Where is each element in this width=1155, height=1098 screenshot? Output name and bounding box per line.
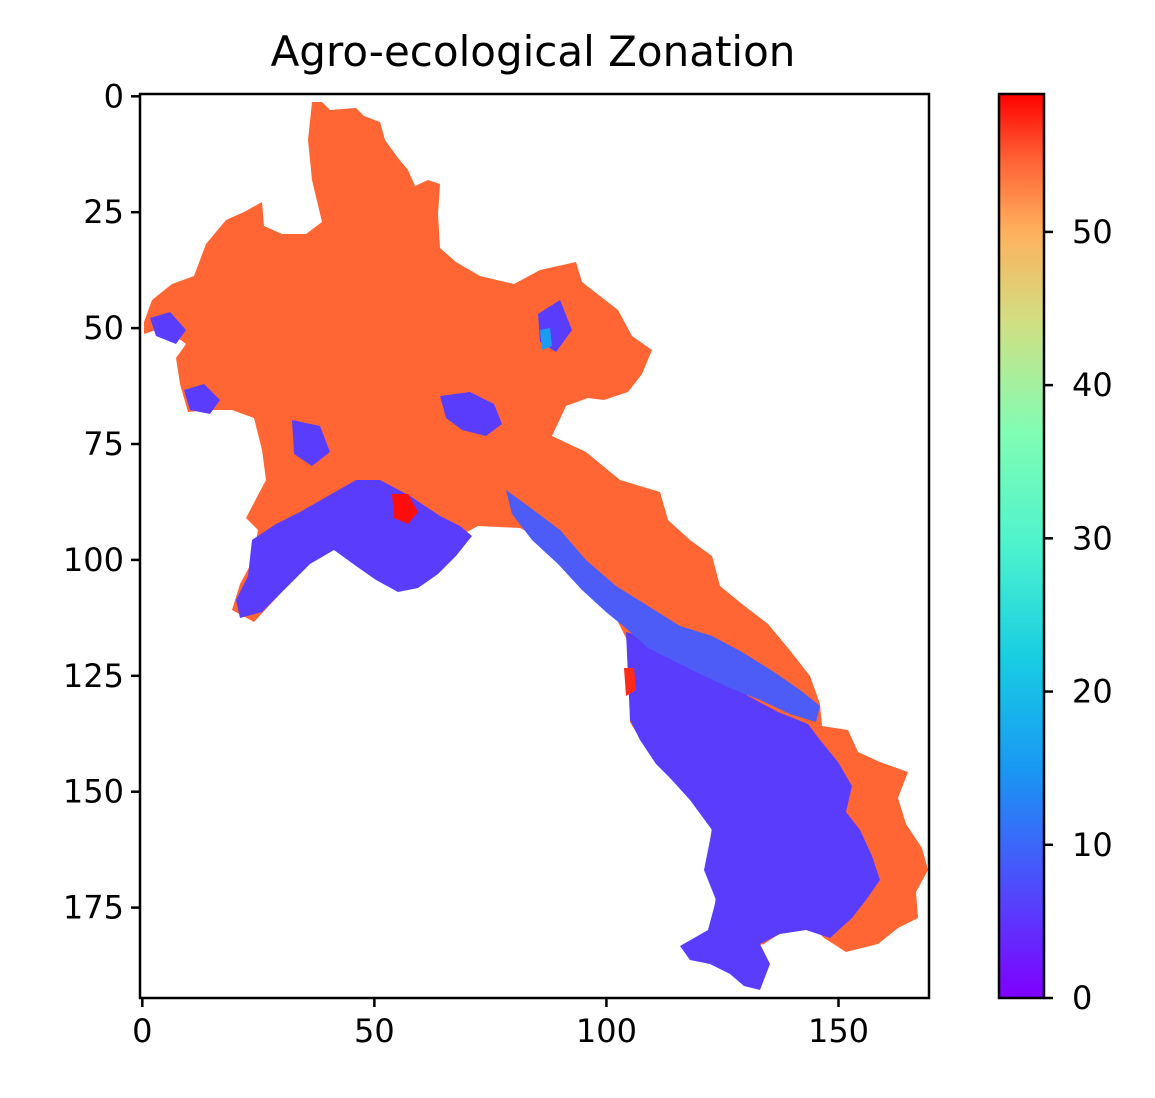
x-tick-label: 0	[132, 1012, 152, 1050]
colorbar-tick-label: 40	[1072, 366, 1113, 404]
y-tick-label: 150	[63, 773, 124, 811]
x-tick-label: 50	[354, 1012, 395, 1050]
x-tick-label: 100	[576, 1012, 637, 1050]
colorbar-tick-label: 50	[1072, 213, 1113, 251]
zone-patch-west	[184, 384, 220, 414]
x-axis: 0 50 100 150	[132, 998, 869, 1050]
zone-patch-northwest	[150, 312, 186, 344]
colorbar	[997, 92, 1046, 1000]
colorbar-tick-label: 0	[1072, 979, 1092, 1017]
y-axis: 0 25 50 75 100 125 150 175	[63, 77, 140, 927]
y-tick-label: 75	[83, 425, 124, 463]
zone-max-hotspot	[392, 494, 418, 524]
colorbar-axis: 0 10 20 30 40 50	[1044, 213, 1113, 1017]
y-tick-label: 175	[63, 889, 124, 927]
colorbar-tick-label: 10	[1072, 826, 1113, 864]
zone-lowland-south	[626, 632, 880, 990]
zone-patch-north-2	[292, 420, 330, 466]
zone-river-corridor	[506, 490, 820, 722]
plot-frame	[138, 92, 931, 1000]
zone-teal-patch	[540, 328, 552, 350]
zone-patch-north-1	[440, 392, 502, 436]
colorbar-tick-label: 20	[1072, 673, 1113, 711]
y-tick-label: 25	[83, 193, 124, 231]
colorbar-tick-label: 30	[1072, 519, 1113, 557]
y-tick-label: 100	[63, 541, 124, 579]
y-tick-label: 0	[104, 77, 124, 115]
chart-title: Agro-ecological Zonation	[271, 27, 796, 76]
x-tick-label: 150	[808, 1012, 869, 1050]
zone-max-hotspot-south	[624, 668, 636, 696]
y-tick-label: 50	[83, 309, 124, 347]
y-tick-label: 125	[63, 657, 124, 695]
map-raster	[144, 102, 928, 990]
